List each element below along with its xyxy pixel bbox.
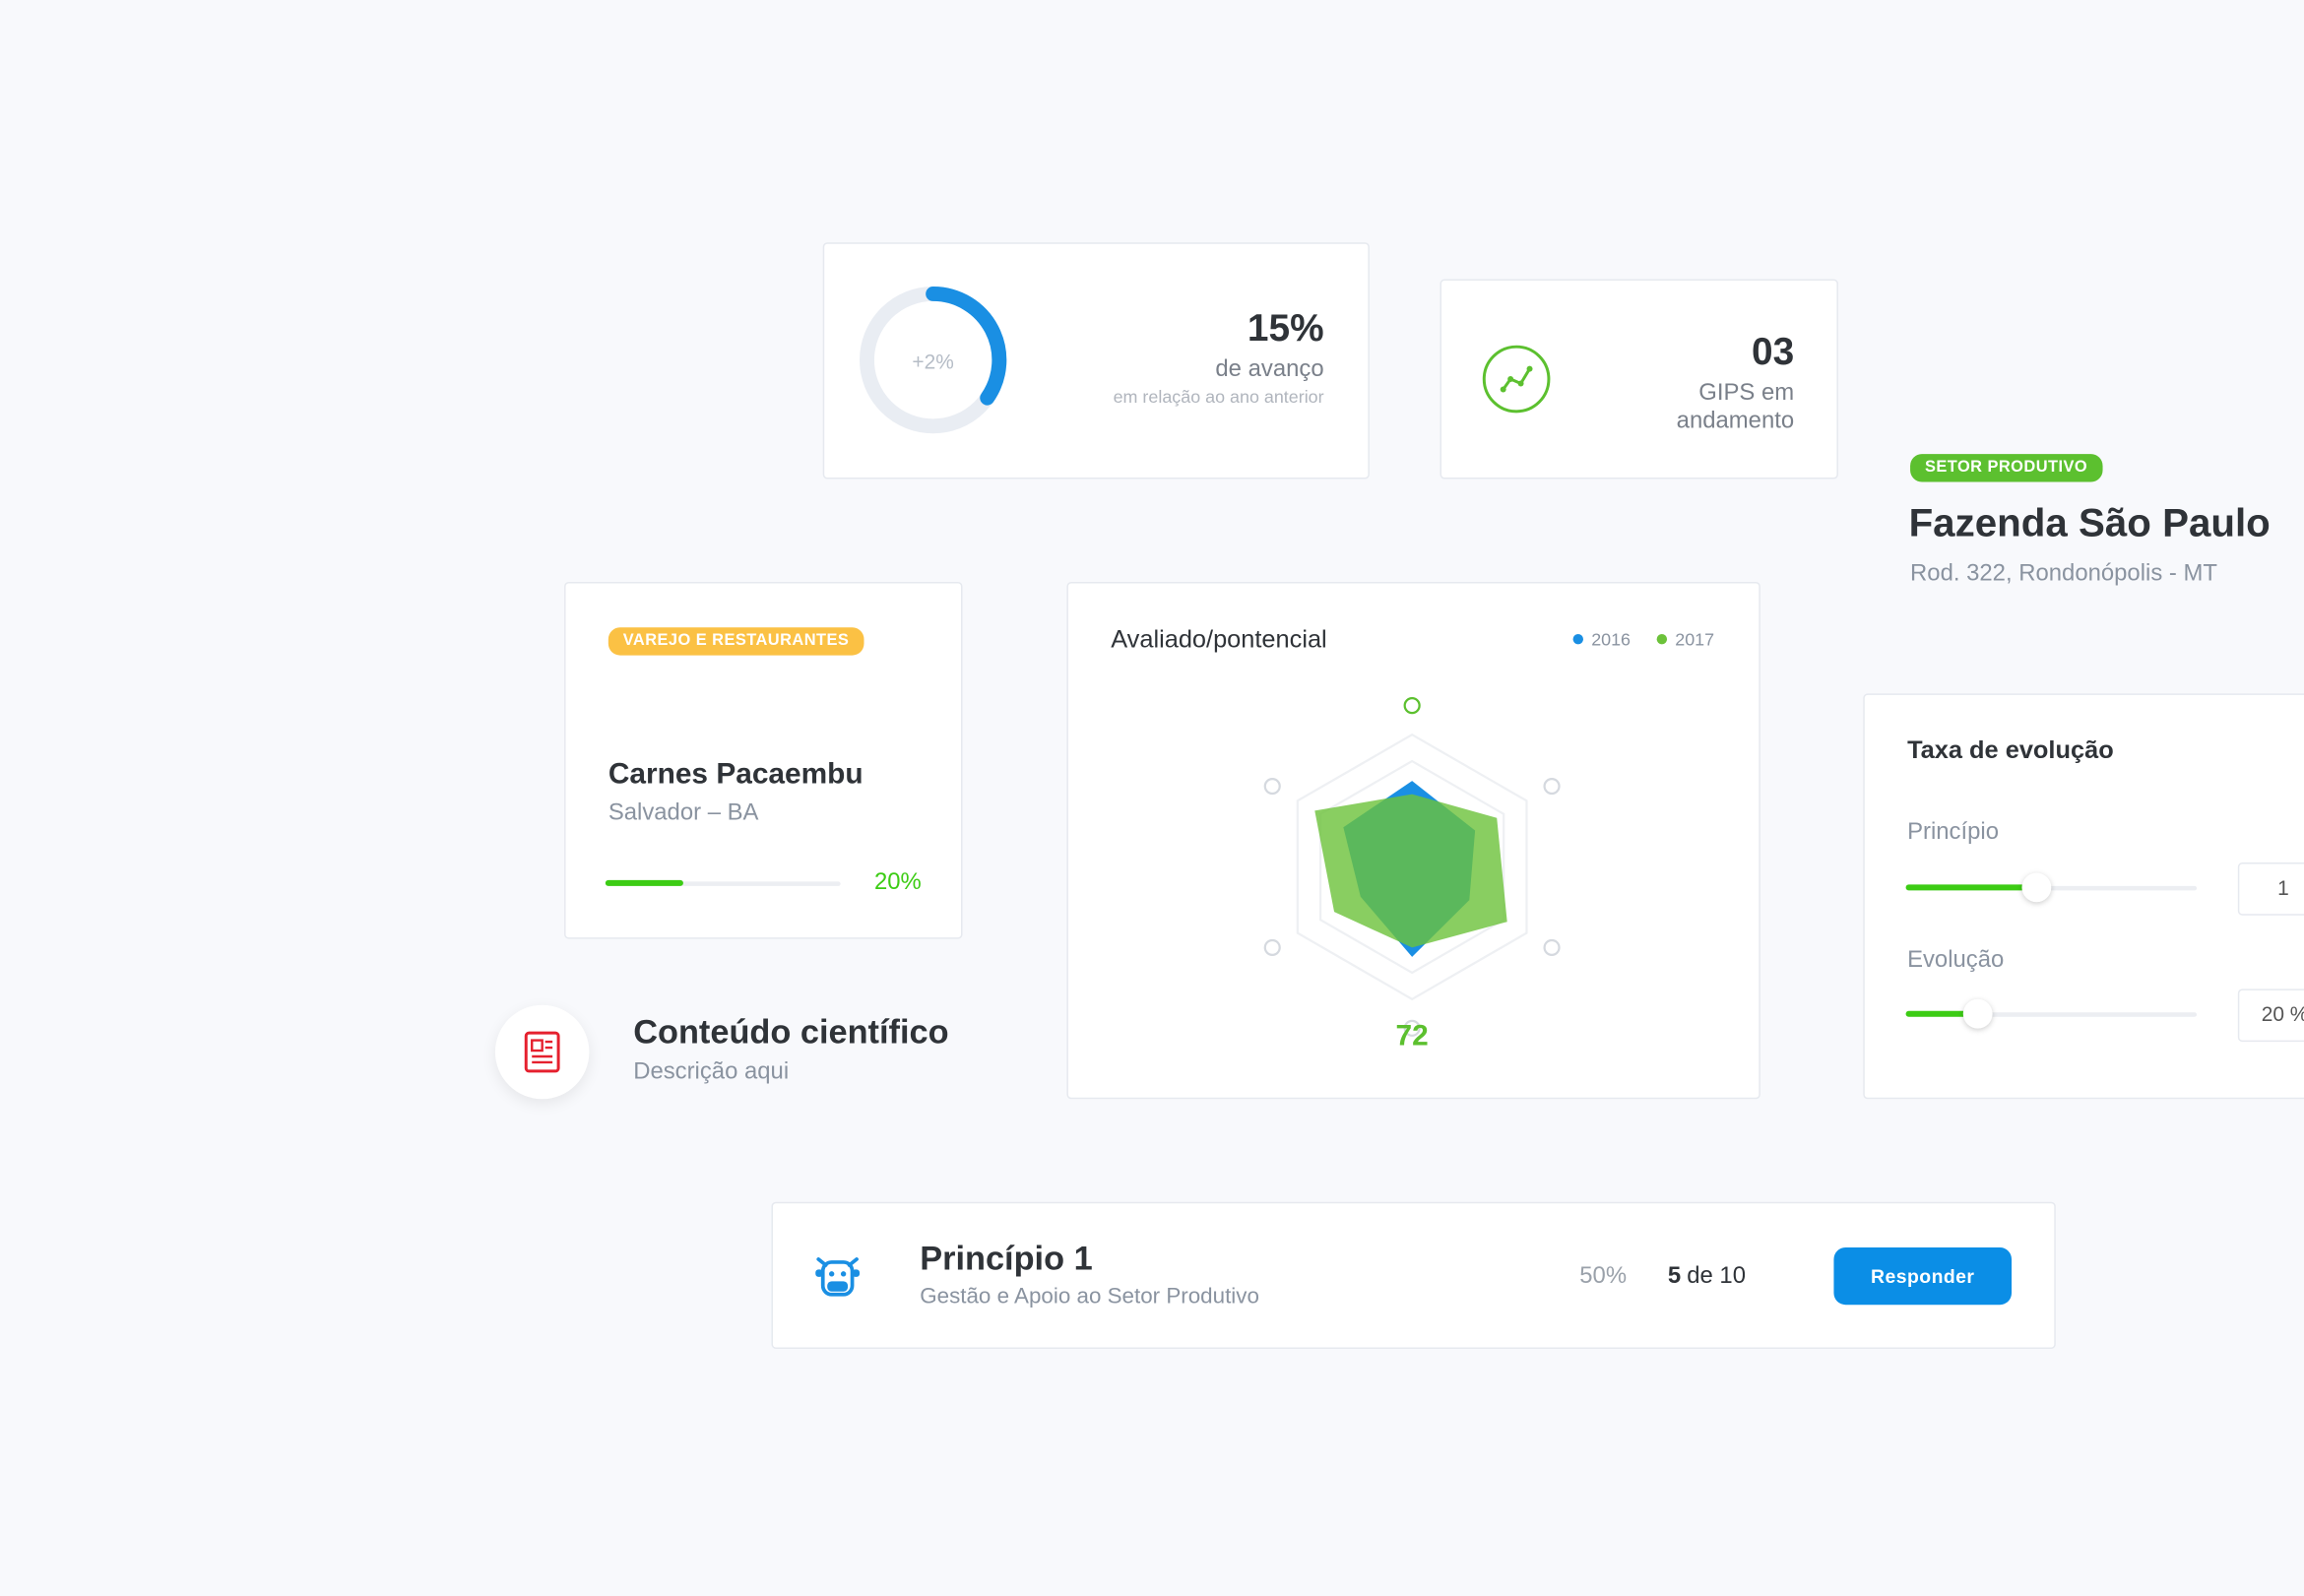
legend-label: 2017 (1675, 629, 1714, 649)
value: 03 (1751, 329, 1795, 374)
content-description: Descrição aqui (633, 1058, 790, 1085)
farm-tag: SETOR PRODUTIVO (1910, 454, 2103, 482)
legend-dot (1656, 633, 1668, 645)
newspaper-icon (524, 1031, 560, 1073)
company-name: Carnes Pacaembu (608, 758, 864, 791)
change: +2% (912, 350, 954, 374)
field-label: Princípio (1907, 819, 1999, 846)
principle-title: Princípio 1 (920, 1239, 1093, 1277)
axis-icon (1263, 777, 1281, 796)
label: GIPS em andamento (1676, 380, 1795, 434)
respond-button[interactable] (1833, 1247, 2013, 1306)
radar-area (1314, 794, 1507, 948)
evolution-title: Taxa de evolução (1907, 735, 2114, 765)
principle-percent: 50% (1579, 1263, 1628, 1289)
legend-dot (1572, 633, 1584, 645)
radar-chart: Avaliado/pontencial 2016 2017 72 (1111, 625, 1714, 1052)
farm-name: Fazenda São Paulo (1908, 500, 2271, 545)
field-value: 20 % (2261, 1001, 2304, 1026)
company-percent: 20% (873, 869, 922, 895)
slider-track (1905, 1012, 2198, 1017)
content-icon (494, 1004, 590, 1100)
principle-count: 5 (1667, 1263, 1682, 1289)
score: 72 (1396, 1019, 1429, 1052)
field-value: 1 (2277, 875, 2289, 900)
donut-arc (926, 287, 1007, 406)
field-input[interactable] (2237, 989, 2304, 1043)
gips-icon (1482, 345, 1551, 414)
farm-address: Rod. 322, Rondonópolis - MT (1910, 561, 2217, 587)
cow-icon (815, 1257, 861, 1297)
content-title: Conteúdo científico (633, 1012, 949, 1052)
axis-icon (1263, 938, 1281, 956)
slider-track (1905, 885, 2198, 891)
label: de avanço (1215, 356, 1324, 383)
company-tag: VAREJO E RESTAURANTES (608, 627, 864, 656)
chart-title: Avaliado/pontencial (1111, 625, 1326, 653)
slider-fill (1905, 1010, 1978, 1017)
progress-track (605, 881, 841, 886)
field-input[interactable] (2237, 862, 2304, 916)
button-label[interactable]: Responder (1871, 1264, 1975, 1288)
slider-knob[interactable] (2021, 872, 2052, 903)
axis-icon (1543, 777, 1561, 796)
evolution-card (1863, 693, 2304, 1100)
legend-label: 2016 (1591, 629, 1631, 649)
axis-icon (1543, 938, 1561, 956)
value: 15% (1247, 305, 1324, 351)
axis-icon (1403, 1019, 1421, 1037)
radar-ring (1296, 733, 1528, 1001)
slider-fill (1905, 884, 2037, 891)
principle-subtitle: Gestão e Apoio ao Setor Produtivo (920, 1284, 1259, 1309)
gips-card (1440, 279, 1838, 479)
company-location: Salvador – BA (608, 800, 759, 826)
progress-card (822, 242, 1370, 479)
donut (860, 287, 1007, 434)
field-label: Evolução (1907, 947, 2005, 973)
progress-fill (605, 879, 683, 886)
axis-icon (1403, 697, 1421, 715)
slider-knob[interactable] (1962, 998, 1993, 1029)
sublabel: em relação ao ano anterior (1113, 386, 1324, 408)
principle-count-of: de 10 (1687, 1263, 1746, 1289)
